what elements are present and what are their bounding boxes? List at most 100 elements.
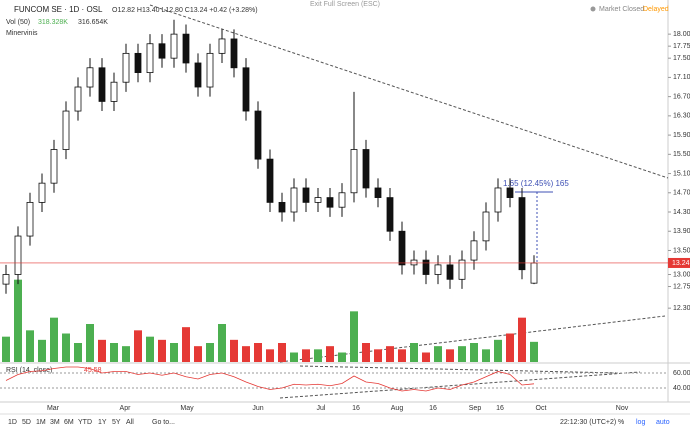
market-status: Market Closed	[599, 6, 644, 13]
rsi-label: RSI (14, close)	[6, 367, 52, 374]
y-tick-label: 60.00	[673, 370, 690, 377]
candle-body	[2, 274, 10, 285]
candle-body	[122, 52, 130, 83]
x-tick-label: Aug	[391, 405, 404, 412]
candle-body	[26, 201, 34, 237]
y-tick-label: 17.10	[673, 74, 690, 81]
goto-button[interactable]: Go to...	[152, 419, 175, 426]
candle-body	[530, 262, 538, 284]
volume-bar	[530, 341, 538, 362]
volume-bar	[266, 349, 274, 362]
candle-body	[350, 149, 358, 194]
range-button[interactable]: 5Y	[112, 419, 121, 426]
volume-bar	[506, 333, 514, 362]
candle-body	[410, 259, 418, 266]
volume-bar	[38, 339, 46, 362]
delayed: Delayed	[643, 6, 669, 13]
range-button[interactable]: 1Y	[98, 419, 107, 426]
candle-body	[230, 38, 238, 69]
last-price-box	[668, 257, 690, 268]
x-tick-label: May	[180, 405, 194, 412]
volume-bar	[314, 349, 322, 362]
volume-bar	[26, 330, 34, 362]
exit-fullscreen[interactable]: Exit Full Screen (ESC)	[310, 1, 380, 8]
volume-bar	[50, 317, 58, 362]
candle-body	[194, 62, 202, 88]
y-tick-label: 12.30	[673, 305, 690, 312]
range-button[interactable]: 1M	[36, 419, 46, 426]
indicator-label[interactable]: Minervinis	[6, 30, 38, 37]
volume-bar	[374, 349, 382, 362]
scale-option[interactable]: %	[618, 419, 624, 426]
candle-body	[290, 187, 298, 213]
volume-bar	[134, 330, 142, 362]
scale-option[interactable]: log	[636, 419, 645, 426]
candle-body	[326, 197, 334, 208]
volume-bar	[386, 346, 394, 362]
y-tick-label: 15.90	[673, 132, 690, 139]
y-tick-label: 17.75	[673, 43, 690, 50]
range-button[interactable]: YTD	[78, 419, 92, 426]
clock: 22:12:30 (UTC+2)	[560, 419, 616, 426]
candle-body	[266, 158, 274, 203]
candle-body	[218, 38, 226, 54]
volume-bar	[86, 324, 94, 362]
candle-body	[14, 235, 22, 275]
candle-body	[362, 149, 370, 189]
volume-last: 318.328K	[38, 19, 68, 26]
volume-ma: 316.654K	[78, 19, 108, 26]
candle-body	[242, 67, 250, 112]
ohlc: O12.82 H13.40 L12.80 C13.24 +0.42 (+3.28…	[112, 7, 258, 14]
volume-bar	[146, 336, 154, 362]
range-button[interactable]: All	[126, 419, 134, 426]
candle-body	[74, 86, 82, 112]
range-button[interactable]: 6M	[64, 419, 74, 426]
candle-body	[134, 52, 142, 73]
status-dot	[590, 6, 596, 12]
candle-body	[446, 264, 454, 280]
rsi-line	[5, 366, 535, 392]
volume-bar	[110, 343, 118, 362]
volume-bar	[302, 349, 310, 362]
candle-body	[170, 33, 178, 59]
volume-bar	[158, 339, 166, 362]
volume-bar	[410, 343, 418, 362]
x-tick-label: Mar	[47, 405, 60, 412]
y-tick-label: 13.00	[673, 271, 690, 278]
candle-body	[314, 197, 322, 203]
candle-body	[278, 201, 286, 213]
candle-body	[374, 187, 382, 198]
volume-bar	[218, 324, 226, 362]
volume-bar	[182, 327, 190, 362]
y-tick-label: 12.75	[673, 283, 690, 290]
candle-body	[146, 43, 154, 73]
x-tick-label: 16	[429, 405, 437, 412]
volume-bar	[230, 339, 238, 362]
volume-bar	[494, 339, 502, 362]
volume-bar	[350, 311, 358, 362]
scale-option[interactable]: auto	[656, 419, 670, 426]
candle-body	[86, 67, 94, 88]
volume-bar	[122, 346, 130, 362]
rsi-last: 45.58	[84, 367, 102, 374]
x-tick-label: Nov	[616, 405, 629, 412]
volume-bar	[2, 336, 10, 362]
volume-bar	[482, 349, 490, 362]
volume-bar	[242, 346, 250, 362]
volume-bar	[398, 349, 406, 362]
candle-body	[302, 187, 310, 203]
y-tick-label: 16.30	[673, 113, 690, 120]
volume-bar	[206, 343, 214, 362]
range-button[interactable]: 5D	[22, 419, 31, 426]
rsi-trend-line	[299, 365, 621, 374]
y-tick-label: 15.50	[673, 151, 690, 158]
range-button[interactable]: 3M	[50, 419, 60, 426]
volume-bar	[326, 346, 334, 362]
volume-bar	[74, 343, 82, 362]
candle-body	[206, 52, 214, 88]
volume-bar	[98, 339, 106, 362]
range-button[interactable]: 1D	[8, 419, 17, 426]
last-price-label: 13.24	[672, 260, 690, 267]
candle-body	[38, 182, 46, 203]
